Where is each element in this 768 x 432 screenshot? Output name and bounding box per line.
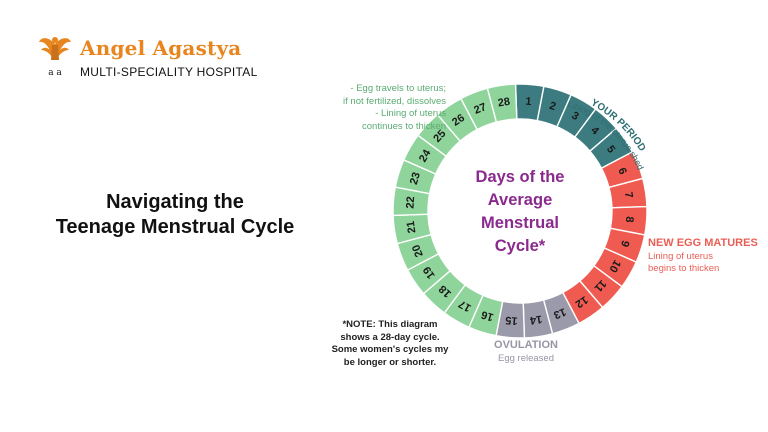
day-number: 9 (618, 239, 631, 248)
egg-detail-line: begins to thicken (648, 263, 720, 274)
day-number: 2 (548, 100, 557, 113)
day-number: 26 (450, 112, 467, 129)
egg-matures-heading: NEW EGG MATURES (648, 237, 758, 249)
luteal-description: - Egg travels to uterus; if not fertiliz… (318, 83, 446, 133)
cycle-note: *NOTE: This diagram shows a 28-day cycle… (320, 319, 460, 369)
day-number: 20 (410, 243, 426, 259)
luteal-line: - Lining of uterus (375, 108, 446, 119)
center-line: Days of the (476, 168, 565, 186)
slide-title: Navigating the Teenage Menstrual Cycle (20, 190, 330, 240)
day-number: 13 (552, 305, 568, 321)
day-number: 27 (472, 101, 488, 117)
note-line: *NOTE: This diagram (342, 319, 438, 330)
ovulation-detail: Egg released (498, 353, 554, 364)
cycle-ring (392, 83, 648, 339)
day-number: 15 (505, 314, 518, 327)
day-number: 6 (615, 166, 628, 176)
day-number: 17 (457, 297, 474, 314)
note-line: Some women's cycles my (331, 344, 449, 355)
day-number: 10 (606, 258, 623, 275)
hospital-name: Angel Agastya (80, 36, 242, 60)
day-number: 23 (408, 171, 423, 186)
day-number: 1 (525, 96, 532, 108)
egg-detail-line: Lining of uterus (648, 251, 713, 262)
day-labels: 1 234567891011121314151617181920212223242… (404, 96, 635, 327)
center-label: Days of the Average Menstrual Cycle* (476, 168, 565, 255)
ovulation-heading: OVULATION (494, 339, 558, 351)
angel-wings-icon: a a (39, 37, 71, 78)
center-line: Menstrual (481, 214, 559, 232)
day-number: 22 (404, 196, 417, 209)
note-line: be longer or shorter. (343, 356, 437, 368)
day-number: 21 (405, 220, 419, 234)
luteal-line: continues to thicken (362, 120, 446, 132)
day-number: 12 (573, 293, 590, 310)
day-number: 19 (421, 264, 438, 281)
luteal-line: if not fertilized, dissolves (343, 95, 446, 107)
center-line: Average (488, 191, 553, 209)
day-number: 5 (604, 144, 617, 156)
luteal-line: - Egg travels to uterus; (350, 83, 446, 94)
center-line: Cycle* (495, 237, 546, 255)
slide-title-line: Navigating the (106, 191, 244, 213)
hospital-subtitle: MULTI-SPECIALITY HOSPITAL (80, 65, 258, 79)
note-line: shows a 28-day cycle. (340, 331, 440, 343)
day-number: 28 (497, 96, 511, 110)
day-number: 3 (569, 110, 580, 123)
day-number: 16 (480, 308, 495, 323)
slide-title-line: Teenage Menstrual Cycle (55, 216, 295, 238)
egg-matures-detail: Lining of uterus begins to thicken (648, 251, 719, 275)
day-segment (486, 83, 518, 123)
hospital-logo: a a Angel Agastya MULTI-SPECIALITY HOSPI… (36, 30, 258, 86)
day-number: 8 (623, 216, 635, 223)
logo-letters: a a (48, 68, 62, 78)
day-number: 7 (622, 191, 635, 199)
day-number: 14 (528, 312, 543, 326)
